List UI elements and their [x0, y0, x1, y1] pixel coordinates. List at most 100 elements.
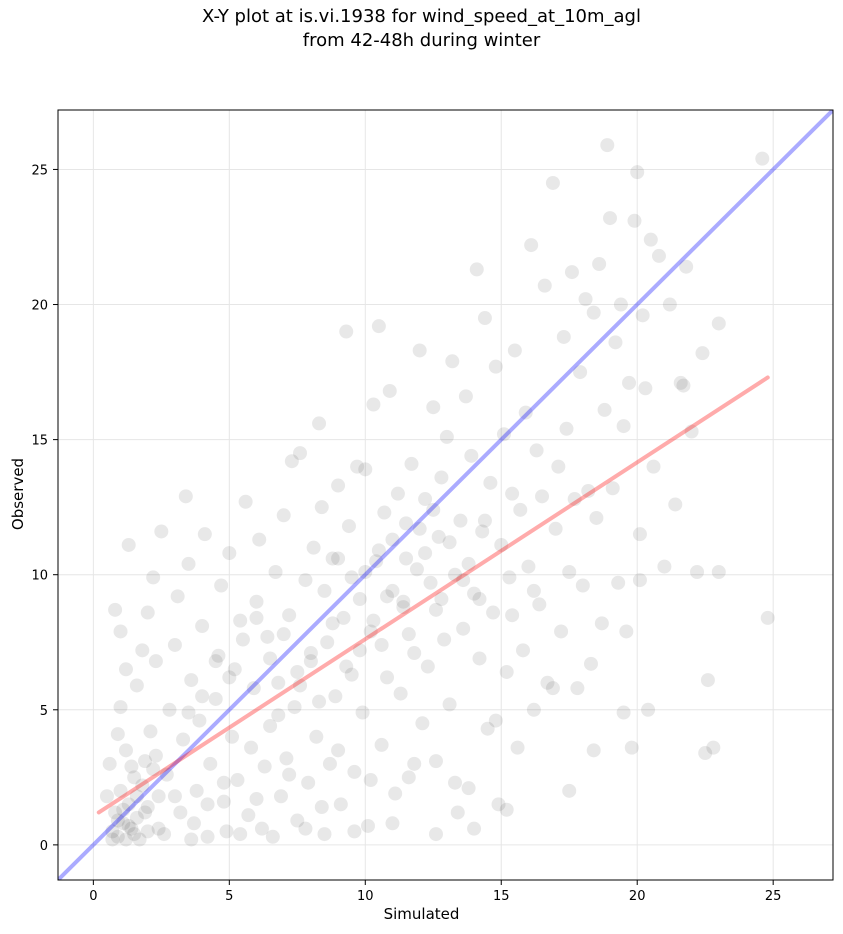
- scatter-point: [554, 624, 569, 639]
- scatter-point: [284, 454, 299, 469]
- scatter-point: [505, 486, 520, 501]
- scatter-point: [200, 797, 215, 812]
- scatter-point: [521, 559, 536, 574]
- scatter-point: [113, 624, 128, 639]
- scatter-point: [442, 697, 457, 712]
- scatter-point: [695, 346, 710, 361]
- scatter-point: [475, 524, 490, 539]
- scatter-point: [673, 375, 688, 390]
- scatter-point: [138, 754, 153, 769]
- scatter-point: [382, 383, 397, 398]
- scatter-point: [706, 740, 721, 755]
- scatter-point: [700, 673, 715, 688]
- scatter-point: [244, 740, 259, 755]
- scatter-point: [418, 546, 433, 561]
- scatter-point: [592, 257, 607, 271]
- scatter-point: [374, 637, 389, 652]
- regression-line: [96, 375, 770, 815]
- scatter-point: [399, 551, 414, 566]
- scatter-point: [464, 448, 479, 463]
- scatter-point: [325, 616, 340, 631]
- scatter-point: [385, 532, 400, 547]
- scatter-point: [113, 783, 128, 798]
- scatter-point: [208, 654, 223, 669]
- scatter-point: [314, 800, 329, 815]
- scatter-point: [273, 789, 288, 804]
- scatter-point: [121, 537, 136, 552]
- scatter-point: [233, 827, 248, 842]
- scatter-point: [222, 670, 237, 685]
- scatter-point: [445, 354, 460, 369]
- scatter-point: [505, 608, 520, 623]
- scatter-point: [252, 532, 267, 547]
- scatter-point: [118, 743, 133, 758]
- scatter-point: [216, 794, 231, 809]
- scatter-point: [347, 824, 362, 839]
- scatter-point: [170, 589, 185, 604]
- scatter-point: [491, 797, 506, 812]
- scatter-point: [276, 508, 291, 523]
- scatter-point: [412, 521, 427, 536]
- scatter-point: [181, 556, 196, 571]
- scatter-point: [124, 759, 139, 774]
- scatter-point: [167, 789, 182, 804]
- scatter-point: [238, 494, 253, 509]
- scatter-point: [129, 678, 144, 693]
- scatter-point: [192, 713, 207, 728]
- scatter-point: [423, 575, 438, 590]
- scatter-point: [603, 211, 618, 226]
- scatter-point: [632, 527, 647, 542]
- scatter-point: [676, 378, 691, 393]
- scatter-point: [486, 605, 501, 620]
- scatter-point: [276, 627, 291, 642]
- scatter-point: [562, 783, 577, 798]
- scatter-point: [235, 632, 250, 647]
- scatter-point: [458, 389, 473, 404]
- scatter-point: [415, 716, 430, 731]
- scatter-point: [374, 737, 389, 752]
- scatter-point: [333, 797, 348, 812]
- scatter-point: [216, 775, 231, 790]
- scatter-point: [303, 646, 318, 661]
- scatter-point: [230, 773, 245, 788]
- scatter-point: [428, 827, 443, 842]
- scatter-point: [442, 535, 457, 550]
- scatter-point: [118, 832, 133, 847]
- scatter-point: [409, 562, 424, 577]
- scatter-point: [282, 608, 297, 623]
- scatter-point: [339, 659, 354, 674]
- scatter-point: [219, 824, 234, 839]
- scatter-point: [350, 459, 365, 474]
- scatter-point: [418, 492, 433, 507]
- scatter-point: [322, 756, 337, 771]
- scatter-point: [632, 573, 647, 588]
- scatter-point: [298, 573, 313, 588]
- scatter-point: [186, 816, 201, 831]
- plot-frame: [57, 109, 834, 881]
- scatter-point: [233, 613, 248, 628]
- scatter-point: [331, 478, 346, 493]
- scatter-point: [711, 316, 726, 331]
- scatter-point: [467, 821, 482, 836]
- x-tick-label: 20: [629, 889, 646, 904]
- scatter-point: [176, 732, 191, 747]
- scatter-point: [641, 702, 656, 717]
- scatter-point: [105, 824, 120, 839]
- scatter-point: [529, 443, 544, 458]
- scatter-point: [102, 756, 117, 771]
- scatter-point: [537, 278, 552, 293]
- scatter-point: [690, 565, 705, 579]
- scatter-point: [586, 743, 601, 758]
- scatter-point: [129, 810, 144, 825]
- scatter-point: [581, 483, 596, 498]
- scatter-point: [355, 705, 370, 720]
- scatter-point: [404, 456, 419, 471]
- scatter-point: [366, 397, 381, 412]
- scatter-point: [583, 656, 598, 671]
- scatter-point: [627, 213, 642, 228]
- scatter-point: [613, 297, 628, 312]
- scatter-point: [339, 324, 354, 339]
- scatter-point: [132, 832, 147, 847]
- scatter-point: [388, 786, 403, 801]
- scatter-point: [573, 365, 588, 380]
